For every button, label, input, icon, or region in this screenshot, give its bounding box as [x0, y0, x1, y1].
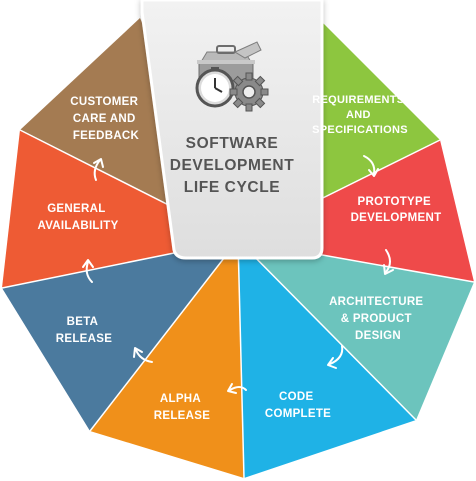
- curved-arrow-icon: [82, 259, 94, 283]
- center-title-line-1: SOFTWARE: [186, 135, 279, 152]
- label-beta-line-2: RELEASE: [56, 333, 112, 345]
- label-beta-line-1: BETA: [67, 316, 98, 328]
- label-customer: CUSTOMER CARE AND FEEDBACK: [70, 96, 142, 142]
- label-alpha-line-1: ALPHA: [160, 393, 201, 405]
- center-title-line-2: DEVELOPMENT: [170, 157, 295, 174]
- label-customer-line-1: CUSTOMER: [70, 96, 138, 108]
- flow-arrows: [82, 155, 394, 394]
- segment-beta: [2, 240, 238, 431]
- curved-arrow-icon: [363, 155, 379, 177]
- label-general-line-1: GENERAL: [47, 203, 105, 215]
- segment-dividers: [1, 129, 475, 479]
- label-general: GENERAL AVAILABILITY: [37, 203, 118, 232]
- segment-labels: REQUIREMENTS AND SPECIFICATIONS PROTOTYP…: [37, 94, 441, 422]
- label-architecture-line-1: ARCHITECTURE: [329, 296, 423, 308]
- segment-architecture: [238, 240, 474, 420]
- label-alpha-line-2: RELEASE: [154, 410, 210, 422]
- curved-arrow-icon: [93, 158, 104, 181]
- label-prototype: PROTOTYPE DEVELOPMENT: [351, 196, 442, 224]
- label-customer-line-2: CARE AND: [73, 113, 136, 125]
- segment-code: [238, 240, 416, 478]
- label-alpha: ALPHA RELEASE: [154, 393, 210, 422]
- label-architecture: ARCHITECTURE & PRODUCT DESIGN: [329, 296, 427, 342]
- label-code: CODE COMPLETE: [265, 391, 331, 420]
- curved-arrow-icon: [327, 345, 344, 369]
- toolbox-clock-gear-icon: [195, 41, 269, 112]
- center-panel: [140, 0, 324, 260]
- segment-alpha: [90, 240, 244, 478]
- label-requirements: REQUIREMENTS AND SPECIFICATIONS: [312, 94, 408, 136]
- label-prototype-line-2: DEVELOPMENT: [351, 212, 442, 224]
- curved-arrow-icon: [227, 383, 247, 394]
- label-code-line-1: CODE: [279, 391, 313, 403]
- label-architecture-line-2: & PRODUCT: [341, 313, 412, 325]
- label-code-line-2: COMPLETE: [265, 408, 331, 420]
- label-customer-line-3: FEEDBACK: [73, 130, 140, 142]
- label-architecture-line-3: DESIGN: [355, 330, 401, 342]
- label-requirements-line-3: SPECIFICATIONS: [312, 124, 408, 136]
- center-title-line-3: LIFE CYCLE: [184, 179, 280, 196]
- label-requirements-line-1: REQUIREMENTS: [312, 94, 404, 106]
- label-prototype-line-1: PROTOTYPE: [358, 196, 431, 208]
- label-requirements-line-2: AND: [346, 109, 371, 121]
- label-general-line-2: AVAILABILITY: [37, 220, 118, 232]
- label-beta: BETA RELEASE: [56, 316, 112, 345]
- center-title: SOFTWARE DEVELOPMENT LIFE CYCLE: [170, 135, 295, 196]
- curved-arrow-icon: [133, 347, 153, 363]
- curved-arrow-icon: [383, 249, 394, 275]
